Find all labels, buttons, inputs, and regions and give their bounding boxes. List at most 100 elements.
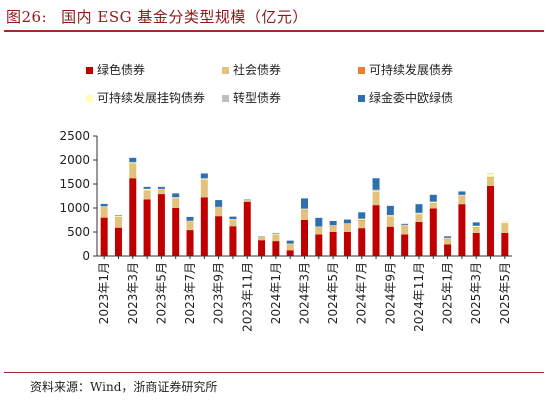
bar-segment-绿色债券 bbox=[401, 234, 409, 256]
bar-segment-可持续发展挂钩债券 bbox=[429, 202, 437, 203]
bar-segment-绿色债券 bbox=[215, 216, 223, 256]
bar-segment-社会债券 bbox=[472, 227, 480, 233]
bar-segment-绿色债券 bbox=[301, 220, 308, 256]
figure-title-text: 国内 ESG 基金分类型规模（亿元） bbox=[61, 8, 308, 26]
bar-segment-绿金委中欧绿债 bbox=[215, 200, 223, 207]
bar-segment-绿色债券 bbox=[114, 227, 122, 256]
x-axis: 2023年1月 2023年3月 2023年5月 2023年7月 2023年9月 2023年… bbox=[97, 255, 512, 332]
bar-stack-2023年9月 bbox=[215, 200, 223, 256]
bar-segment-绿金委中欧绿债 bbox=[143, 186, 151, 189]
bar-stack-2024年1月 bbox=[272, 232, 280, 256]
bar-stack-2024年11月 bbox=[415, 204, 423, 256]
bar-stack-2023年10月 bbox=[229, 216, 237, 256]
bar-segment-绿金委中欧绿债 bbox=[458, 191, 466, 195]
bar-segment-可持续发展挂钩债券 bbox=[100, 206, 108, 208]
bar-segment-绿色债券 bbox=[143, 199, 151, 256]
bar-segment-绿金委中欧绿债 bbox=[100, 203, 108, 207]
bar-segment-社会债券 bbox=[458, 196, 466, 205]
bar-segment-绿色债券 bbox=[329, 232, 337, 256]
bar-segment-可持续发展挂钩债券 bbox=[200, 178, 208, 180]
bar-segment-社会债券 bbox=[272, 234, 280, 242]
bar-segment-社会债券 bbox=[100, 208, 108, 218]
bar-segment-绿色债券 bbox=[157, 194, 165, 256]
bar-segment-社会债券 bbox=[172, 198, 180, 208]
y-tick-label: 1500 bbox=[59, 177, 90, 191]
bar-segment-社会债券 bbox=[372, 192, 380, 206]
bar-segment-绿色债券 bbox=[472, 232, 480, 256]
bar-segment-社会债券 bbox=[186, 221, 194, 231]
bar-segment-绿金委中欧绿债 bbox=[343, 219, 351, 224]
y-axis: 0 500 1000 1500 2000 2500 bbox=[59, 129, 98, 263]
bar-stack-2023年7月 bbox=[186, 216, 194, 256]
x-tick-label: 2023年7月 bbox=[183, 262, 197, 324]
legend-label-可持续发展债券: 可持续发展债券 bbox=[369, 62, 453, 77]
bar-segment-绿色债券 bbox=[272, 241, 280, 256]
bar-segment-绿色债券 bbox=[286, 250, 294, 256]
bar-segment-绿金委中欧绿债 bbox=[315, 217, 323, 227]
bar-stack-2024年4月 bbox=[315, 217, 323, 256]
bar-segment-转型债券 bbox=[301, 208, 308, 210]
x-tick-label: 2024年3月 bbox=[298, 262, 312, 324]
legend-swatch-社会债券 bbox=[222, 67, 229, 74]
x-tick-label: 2023年11月 bbox=[240, 262, 254, 332]
bar-segment-绿色债券 bbox=[386, 226, 394, 256]
bar-stack-2025年2月 bbox=[458, 191, 466, 256]
bar-stack-2023年6月 bbox=[172, 193, 180, 256]
x-tick-label: 2025年5月 bbox=[498, 262, 512, 324]
bar-segment-绿色债券 bbox=[186, 230, 194, 256]
bar-segment-绿金委中欧绿债 bbox=[415, 204, 423, 213]
x-tick-label: 2024年5月 bbox=[326, 262, 340, 324]
legend-label-绿金委中欧绿债: 绿金委中欧绿债 bbox=[369, 90, 453, 105]
x-tick-label: 2024年1月 bbox=[269, 262, 283, 324]
bar-segment-绿色债券 bbox=[243, 201, 251, 256]
legend-label-转型债券: 转型债券 bbox=[233, 90, 281, 105]
bar-stack-2024年12月 bbox=[429, 194, 437, 256]
bar-segment-绿金委中欧绿债 bbox=[200, 173, 208, 179]
figure-number: 图26: bbox=[6, 8, 48, 26]
bar-segment-社会债券 bbox=[501, 223, 509, 233]
bar-segment-社会债券 bbox=[358, 220, 366, 229]
bar-segment-绿色债券 bbox=[444, 244, 452, 256]
bar-stack-2023年2月 bbox=[114, 215, 122, 256]
bar-segment-社会债券 bbox=[229, 220, 237, 227]
title-rule bbox=[4, 30, 544, 32]
y-tick-label: 2000 bbox=[59, 153, 90, 167]
bar-segment-可持续发展挂钩债券 bbox=[415, 213, 423, 215]
bar-segment-社会债券 bbox=[286, 244, 294, 251]
legend-swatch-可持续发展挂钩债券 bbox=[86, 95, 93, 102]
bar-stack-2023年8月 bbox=[200, 173, 208, 256]
bar-stack-2025年4月 bbox=[487, 173, 495, 256]
legend-swatch-绿色债券 bbox=[86, 67, 93, 74]
legend-label-绿色债券: 绿色债券 bbox=[97, 62, 145, 77]
bar-segment-可持续发展挂钩债券 bbox=[386, 215, 394, 217]
bar-stack-2024年9月 bbox=[386, 205, 394, 256]
bar-segment-绿金委中欧绿债 bbox=[301, 198, 308, 209]
bar-segment-绿金委中欧绿债 bbox=[472, 222, 480, 226]
legend-swatch-绿金委中欧绿债 bbox=[358, 95, 365, 102]
bar-stack-2024年8月 bbox=[372, 178, 380, 256]
bar-segment-绿金委中欧绿债 bbox=[286, 240, 294, 244]
bar-stack-2025年5月 bbox=[501, 221, 509, 256]
bar-segment-社会债券 bbox=[343, 224, 351, 232]
bar-stack-2023年1月 bbox=[100, 203, 108, 256]
x-tick-label: 2024年7月 bbox=[355, 262, 369, 324]
bar-segment-社会债券 bbox=[429, 203, 437, 209]
x-tick-label: 2023年3月 bbox=[126, 262, 140, 324]
bar-segment-社会债券 bbox=[444, 238, 452, 245]
bar-segment-绿金委中欧绿债 bbox=[157, 186, 165, 189]
bar-stack-2025年3月 bbox=[472, 222, 480, 256]
y-tick-label: 2500 bbox=[59, 129, 90, 143]
bar-segment-可持续发展挂钩债券 bbox=[372, 190, 380, 192]
bar-segment-社会债券 bbox=[114, 217, 122, 228]
bar-segment-社会债券 bbox=[143, 190, 151, 200]
source-note: 资料来源：Wind，浙商证券研究所 bbox=[30, 380, 218, 394]
bar-segment-绿色债券 bbox=[343, 232, 351, 256]
bar-stack-2023年3月 bbox=[129, 157, 137, 256]
bar-segment-可持续发展挂钩债券 bbox=[172, 197, 180, 199]
bar-segment-社会债券 bbox=[401, 225, 409, 235]
bar-segment-绿色债券 bbox=[487, 185, 495, 256]
bar-segment-绿金委中欧绿债 bbox=[129, 157, 137, 163]
bar-segment-转型债券 bbox=[372, 189, 380, 191]
